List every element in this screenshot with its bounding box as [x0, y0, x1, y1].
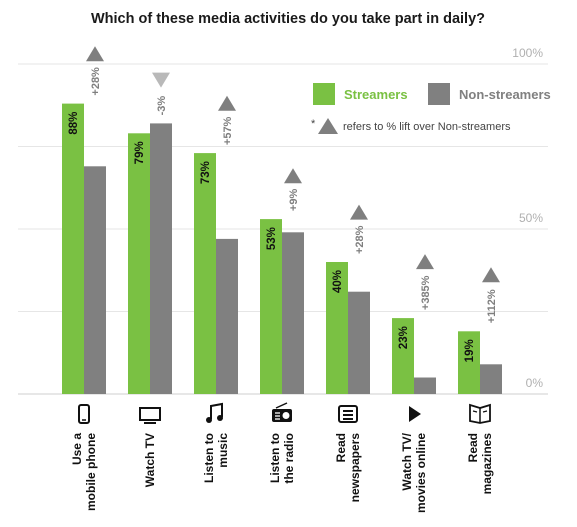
lift-label: +112%: [486, 289, 498, 323]
non-streamers-bar: [348, 291, 370, 394]
lift-up-triangle-icon: [218, 95, 236, 111]
streamers-bar: [194, 153, 216, 394]
non-streamers-bar: [414, 377, 436, 394]
category-label: Use a: [70, 433, 84, 465]
category-label: Watch TV: [143, 433, 157, 487]
newspaper-icon: [338, 405, 358, 423]
music-note-icon: [206, 402, 223, 423]
legend-note-marker: *: [311, 118, 316, 130]
y-tick-label: 100%: [512, 46, 543, 60]
streamers-value-label: 88%: [68, 112, 80, 135]
legend-note: refers to % lift over Non-streamers: [343, 121, 511, 133]
tv-icon: [139, 407, 161, 424]
play-icon: [409, 406, 421, 422]
streamers-bar: [260, 219, 282, 394]
bars: 88% +28% 79% -3% 73% +57% 53% +9% 40% +28% 23% +385…: [62, 46, 502, 395]
category-label: music: [216, 433, 230, 468]
lift-up-triangle-icon: [350, 204, 368, 220]
lift-label: +9%: [288, 189, 300, 212]
legend: Streamers Non-streamers * refers to % lift …: [311, 83, 551, 134]
non-streamers-bar: [84, 166, 106, 394]
category-label: newspapers: [348, 433, 362, 503]
lift-up-triangle-icon: [86, 46, 104, 62]
streamers-value-label: 40%: [332, 270, 344, 293]
lift-down-triangle-icon: [152, 72, 170, 88]
legend-label-non-streamers: Non-streamers: [459, 87, 551, 102]
non-streamers-bar: [480, 364, 502, 394]
streamers-bar: [62, 103, 84, 394]
lift-label: -3%: [156, 96, 168, 116]
category-label: Listen to: [202, 433, 216, 483]
streamers-bar: [128, 133, 150, 395]
streamers-value-label: 19%: [464, 339, 476, 362]
category-label: movies online: [414, 433, 428, 513]
lift-label: +57%: [222, 116, 234, 145]
y-tick-label: 0%: [526, 376, 544, 390]
non-streamers-bar: [282, 232, 304, 394]
non-streamers-bar: [216, 238, 238, 394]
category-label: Watch TV/: [400, 432, 414, 490]
mobile-phone-icon: [78, 404, 90, 424]
lift-label: +28%: [354, 225, 366, 254]
category-label: mobile phone: [84, 433, 98, 511]
lift-label: +28%: [90, 67, 102, 96]
streamers-value-label: 23%: [398, 326, 410, 349]
magazine-icon: [469, 403, 491, 424]
legend-triangle-icon: [318, 118, 338, 134]
legend-swatch-non-streamers: [428, 83, 450, 105]
category-labels: Use a mobile phone Watch TV Listen to music L…: [70, 432, 494, 513]
streamers-bar: [392, 318, 414, 394]
lift-label: +385%: [420, 275, 432, 310]
streamers-value-label: 79%: [134, 141, 146, 164]
streamers-value-label: 73%: [200, 161, 212, 184]
category-icons: [78, 402, 491, 424]
category-label: magazines: [480, 433, 494, 495]
category-label: the radio: [282, 433, 296, 484]
chart-title: Which of these media activities do you t…: [91, 11, 485, 27]
streamers-value-label: 53%: [266, 227, 278, 250]
lift-up-triangle-icon: [284, 168, 302, 184]
streamers-bar: [458, 331, 480, 394]
legend-label-streamers: Streamers: [344, 87, 408, 102]
category-label: Read: [334, 433, 348, 462]
non-streamers-bar: [150, 123, 172, 395]
lift-up-triangle-icon: [482, 267, 500, 283]
lift-up-triangle-icon: [416, 254, 434, 270]
category-label: Read: [466, 433, 480, 462]
streamers-bar: [326, 262, 348, 394]
y-tick-label: 50%: [519, 211, 543, 225]
radio-icon: [272, 402, 292, 422]
category-label: Listen to: [268, 433, 282, 483]
y-axis-ticks: 100% 50% 0%: [512, 46, 543, 390]
legend-swatch-streamers: [313, 83, 335, 105]
